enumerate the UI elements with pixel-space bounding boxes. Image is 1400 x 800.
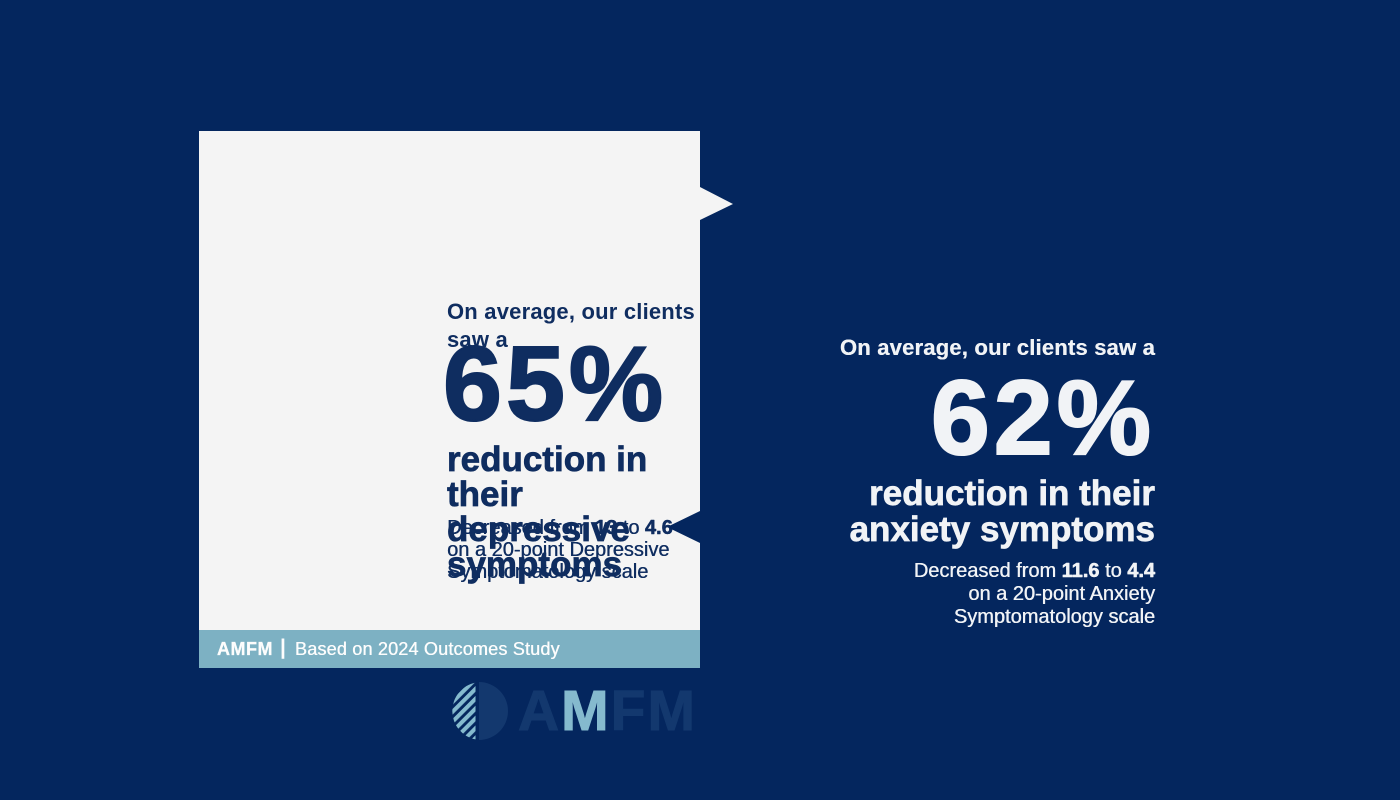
footer-divider: | [279,636,286,659]
amfm-logo: A M F M [450,679,697,743]
anxiety-headline-line2: anxiety symptoms [849,510,1155,549]
footer-brand: AMFM [217,638,273,659]
anxiety-stat-block: On average, our clients saw a 62% reduct… [839,334,1156,629]
logo-letter-m2: M [647,679,697,743]
detail-prefix: Decreased from [913,560,1062,582]
detail-prefix: Decreased from [447,517,595,539]
anxiety-detail-line3: Symptomatology scale [953,606,1155,628]
depression-stat-value: 65% [442,325,668,443]
depression-stat-card: On average, our clients saw a 65% reduct… [199,131,700,741]
detail-connector: to [617,517,645,539]
depression-detail: Decreased from 13 to 4.6 on a 20-point D… [447,517,673,583]
detail-connector: to [1099,560,1128,582]
anxiety-detail-line2: on a 20-point Anxiety [968,583,1155,605]
detail-to-value: 4.4 [1127,560,1155,582]
logo-letter-m1: M [561,679,611,743]
footer-bar: AMFM | Based on 2024 Outcomes Study [199,630,700,668]
depression-headline: reduction in their depressive symptoms [447,440,700,584]
anxiety-intro-text: On average, our clients saw a [839,335,1155,360]
anxiety-headline-line1: reduction in their [869,474,1156,513]
depression-detail-line3: Symptomatology scale [447,561,649,583]
depression-headline-line2: depressive symptoms [447,510,631,584]
detail-from-value: 11.6 [1061,560,1100,582]
logo-letter-a: A [517,679,562,743]
depression-detail-line1: Decreased from 13 to 4.6 [447,517,673,539]
anxiety-detail: Decreased from 11.6 to 4.4 on a 20-point… [840,560,1155,629]
amfm-logo-wordmark: A M F M [517,679,697,743]
anxiety-headline: reduction in their anxiety symptoms [840,474,1156,549]
detail-to-value: 4.6 [644,517,673,539]
card-pointer-right-icon [700,187,733,220]
depression-intro-text: On average, our clients saw a [447,299,695,352]
detail-from-value: 13 [594,517,618,539]
anxiety-stat-value: 62% [930,359,1155,477]
depression-detail-line2: on a 20-point Depressive [447,539,670,561]
anxiety-detail-line1: Decreased from 11.6 to 4.4 [840,560,1155,583]
depression-headline-line1: reduction in their [447,440,648,514]
logo-letter-f: F [610,679,648,743]
amfm-logo-icon [450,682,508,740]
footer-source-text: Based on 2024 Outcomes Study [294,638,560,659]
card-notch-left-icon [667,511,700,543]
